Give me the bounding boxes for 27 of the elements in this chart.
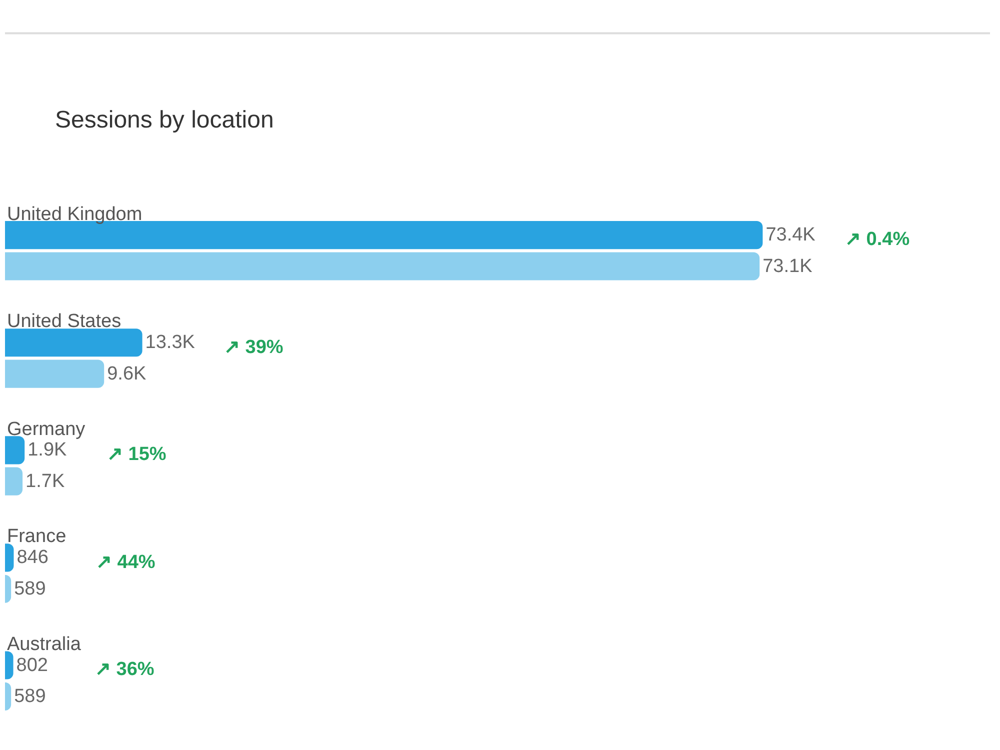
data-label: 589 [14, 686, 46, 707]
bar [5, 252, 760, 280]
data-label: 9.6K [107, 363, 147, 384]
bar [5, 328, 142, 357]
y-tick-label: France [7, 526, 66, 547]
bar [5, 467, 23, 496]
bar [5, 544, 14, 572]
text: ↗ 0.4% [845, 229, 910, 250]
data-label: 589 [14, 578, 46, 600]
annotation: ↗ 39% [224, 337, 284, 358]
y-tick-label: Germany [7, 419, 86, 440]
data-label: 846 [16, 547, 48, 568]
annotation: ↗ 15% [107, 444, 166, 465]
bar [5, 651, 14, 680]
chart-title: Sessions by location [55, 106, 274, 134]
bar [5, 360, 104, 388]
data-label: 1.7K [26, 470, 65, 492]
data-label: 73.4K [766, 224, 816, 246]
annotation: ↗ 44% [96, 552, 156, 573]
data-label: 802 [16, 654, 48, 676]
y-tick-label: United States [7, 311, 122, 332]
y-tick-label: United Kingdom [7, 204, 142, 225]
annotation: ↗ 36% [95, 659, 154, 680]
data-label: 1.9K [28, 440, 68, 461]
data-label: 13.3K [145, 332, 196, 354]
y-tick-label: Australia [7, 634, 82, 655]
data-label: 73.1K [762, 256, 813, 277]
